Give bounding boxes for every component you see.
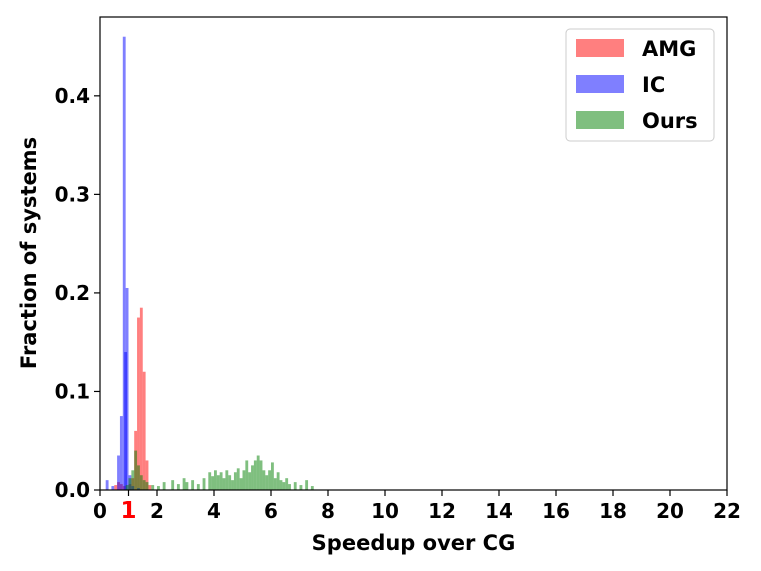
amg-bar bbox=[137, 317, 140, 490]
ours-bar bbox=[196, 484, 200, 490]
ours-bar bbox=[268, 470, 271, 490]
ours-bar bbox=[288, 484, 291, 490]
legend-label-amg: AMG bbox=[642, 37, 696, 61]
ours-bar bbox=[128, 478, 132, 490]
y-tick-label: 0.1 bbox=[55, 379, 90, 403]
y-tick-label: 0.2 bbox=[55, 281, 90, 305]
y-tick-label: 0.3 bbox=[55, 182, 90, 206]
ours-bar bbox=[219, 472, 223, 490]
x-tick-label: 16 bbox=[542, 499, 570, 523]
x-tick-label: 22 bbox=[713, 499, 741, 523]
ours-bar bbox=[228, 475, 232, 490]
ours-bar bbox=[137, 465, 140, 490]
amg-bar bbox=[142, 371, 146, 490]
ours-bar bbox=[282, 482, 286, 490]
ours-bar bbox=[171, 480, 175, 490]
ours-bar bbox=[245, 460, 249, 490]
x-tick-label: 20 bbox=[656, 499, 684, 523]
ours-bar bbox=[262, 470, 266, 490]
x-tick-label: 6 bbox=[264, 499, 278, 523]
ours-bar bbox=[310, 486, 314, 490]
amg-bar bbox=[148, 485, 152, 490]
ours-bar bbox=[131, 470, 135, 490]
ours-bar bbox=[231, 480, 234, 490]
ours-bar bbox=[208, 472, 212, 490]
ours-bar bbox=[279, 480, 283, 490]
ours-bar bbox=[162, 482, 166, 490]
ours-bar bbox=[216, 475, 220, 490]
ours-bar bbox=[239, 478, 243, 490]
x-tick-label: 8 bbox=[321, 499, 335, 523]
ours-bar bbox=[125, 485, 129, 490]
ours-bar bbox=[305, 480, 309, 490]
ours-bar bbox=[251, 465, 254, 490]
plot-frame bbox=[99, 16, 728, 491]
x-axis-label: Speedup over CG bbox=[312, 531, 516, 555]
ic-bar bbox=[105, 480, 109, 490]
ours-bar bbox=[225, 470, 229, 490]
ours-bar bbox=[211, 476, 214, 490]
ic-bar bbox=[124, 352, 128, 490]
ic-bar bbox=[117, 455, 120, 490]
ours-bar bbox=[142, 480, 146, 490]
ours-bar bbox=[222, 478, 226, 490]
ours-bar bbox=[285, 478, 289, 490]
ours-bar bbox=[176, 484, 180, 490]
ours-bar bbox=[157, 486, 160, 490]
ours-bar bbox=[202, 478, 206, 490]
x-tick-label: 18 bbox=[599, 499, 627, 523]
ours-bar bbox=[276, 472, 280, 490]
ours-bar bbox=[233, 472, 237, 490]
x-tick-label: 0 bbox=[93, 499, 107, 523]
x-axis: 0 1 2 4 6 8 10 12 14 16 18 20 22 bbox=[93, 490, 741, 524]
legend-label-ic: IC bbox=[642, 73, 665, 97]
y-tick-label: 0.0 bbox=[55, 478, 90, 502]
amg-bar bbox=[139, 307, 143, 490]
ours-bar bbox=[151, 485, 155, 490]
ours-bar bbox=[248, 472, 252, 490]
ours-bar bbox=[293, 482, 297, 490]
ours-bar bbox=[242, 470, 246, 490]
ic-bar bbox=[119, 416, 123, 490]
ours-bar bbox=[259, 460, 263, 490]
legend-swatch-ours bbox=[576, 111, 624, 129]
legend-label-ours: Ours bbox=[642, 109, 698, 133]
x-tick-label: 1 bbox=[120, 498, 136, 524]
ours-bar bbox=[265, 475, 269, 490]
ours-bar bbox=[185, 482, 189, 490]
legend-swatch-amg bbox=[576, 39, 624, 57]
ours-bar bbox=[214, 470, 217, 490]
ours-bar bbox=[182, 478, 186, 490]
ours-bar bbox=[134, 450, 138, 490]
ours-bar bbox=[271, 462, 274, 490]
legend: AMG IC Ours bbox=[565, 28, 715, 142]
y-axis: 0.0 0.1 0.2 0.3 0.4 bbox=[55, 84, 100, 502]
ours-bar bbox=[191, 480, 195, 490]
ours-bar bbox=[299, 485, 303, 490]
ic-bar bbox=[125, 287, 129, 490]
x-tick-label: 4 bbox=[207, 499, 221, 523]
ours-bar bbox=[256, 455, 260, 490]
x-tick-label: 2 bbox=[150, 499, 164, 523]
ours-bar bbox=[273, 478, 277, 490]
ours-bar bbox=[253, 460, 257, 490]
x-tick-label: 12 bbox=[428, 499, 456, 523]
y-axis-label: Fraction of systems bbox=[17, 137, 41, 369]
ic-bar bbox=[122, 36, 126, 491]
ours-bar bbox=[236, 468, 240, 490]
series-ours bbox=[125, 450, 314, 490]
x-tick-label: 10 bbox=[371, 499, 399, 523]
bars-layer bbox=[105, 36, 314, 491]
x-tick-label: 14 bbox=[485, 499, 513, 523]
amg-bar bbox=[145, 460, 149, 490]
ours-bar bbox=[145, 482, 149, 490]
ic-bar bbox=[111, 486, 115, 490]
y-tick-label: 0.4 bbox=[55, 84, 90, 108]
ours-bar bbox=[139, 475, 143, 490]
amg-bar bbox=[114, 485, 118, 490]
legend-swatch-ic bbox=[576, 75, 624, 93]
